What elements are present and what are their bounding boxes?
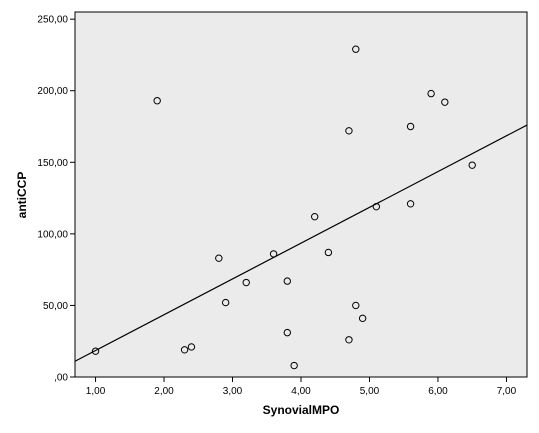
y-tick-label: 50,00 [43, 301, 68, 312]
x-tick-label: 2,00 [154, 386, 174, 397]
y-tick-label: 200,00 [37, 86, 68, 97]
data-point [153, 97, 161, 105]
plot-area [74, 11, 528, 378]
data-point [91, 347, 100, 355]
x-tick-label: 6,00 [428, 386, 448, 397]
x-tick-label: 7,00 [497, 386, 517, 397]
data-point [352, 45, 360, 53]
data-point [269, 250, 278, 258]
data-point [283, 277, 292, 285]
data-point [352, 301, 360, 310]
x-axis-title: SynovialMPO [263, 403, 340, 417]
x-tick-label: 5,00 [360, 386, 380, 397]
y-axis: ,00 50,00 100,00 150,00 200,00 250,00 [37, 15, 75, 384]
data-point [187, 343, 196, 351]
data-point [358, 314, 367, 323]
y-tick-label: 100,00 [37, 229, 68, 240]
regression-line [74, 124, 528, 362]
data-point [345, 336, 353, 344]
data-point [345, 127, 353, 135]
data-point [324, 248, 333, 257]
data-point [406, 122, 415, 131]
y-tick-label: 150,00 [37, 158, 68, 169]
y-axis-title: antiCCP [15, 172, 29, 219]
data-point [242, 278, 250, 287]
data-point [290, 361, 298, 370]
x-tick-label: 3,00 [223, 386, 243, 397]
y-tick-label: 250,00 [37, 15, 68, 26]
data-point [372, 202, 381, 211]
data-point [283, 328, 292, 337]
data-point [215, 254, 223, 262]
y-tick-label: ,00 [54, 373, 68, 384]
data-point [427, 89, 435, 98]
data-point [468, 161, 476, 169]
data-point [441, 98, 449, 106]
data-point [221, 298, 230, 307]
x-axis: 1,00 2,00 3,00 4,00 5,00 6,00 7,00 [86, 377, 517, 397]
x-tick-label: 4,00 [291, 386, 311, 397]
data-point [310, 212, 319, 221]
data-points [91, 45, 476, 370]
x-tick-label: 1,00 [86, 386, 106, 397]
data-point [406, 200, 415, 208]
data-point [180, 346, 189, 354]
